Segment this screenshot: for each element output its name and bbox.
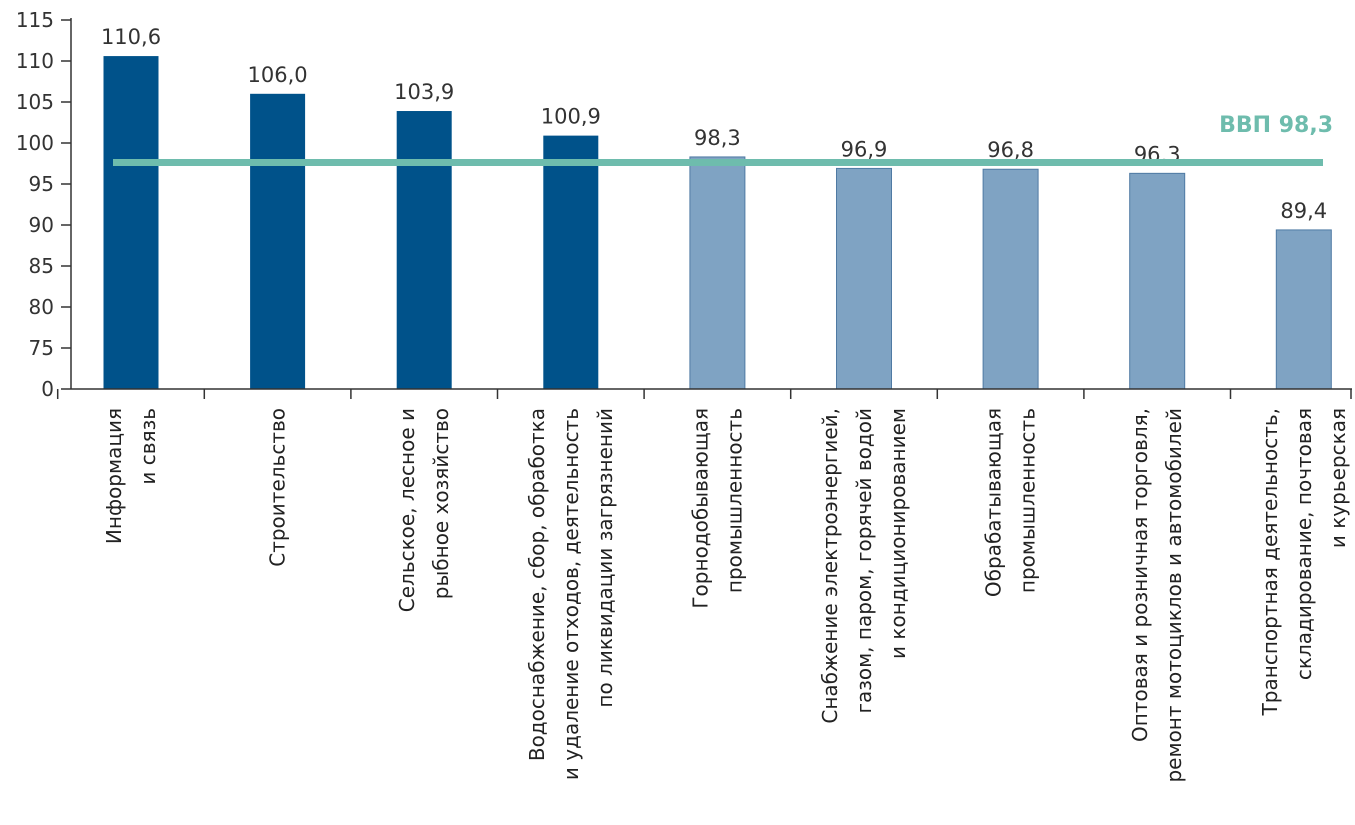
x-category-label: Оптовая и розничная торговля, ремонт мото… — [1128, 408, 1186, 783]
y-tick-label: 95 — [29, 172, 54, 196]
data-label: 106,0 — [248, 63, 308, 87]
bar — [1129, 172, 1186, 390]
bar — [103, 56, 159, 389]
x-category-label-line: рыбное хозяйство — [429, 408, 453, 599]
category-labels: Информация и связь Строительство Сельское, … — [102, 408, 1350, 783]
bar — [836, 167, 892, 390]
y-tick-label: 105 — [16, 90, 54, 114]
x-category-label-line: Водоснабжение, сбор, обработка — [525, 408, 549, 761]
y-tick-label: 80 — [29, 295, 54, 319]
bar — [689, 156, 746, 390]
y-tick-label: 75 — [29, 336, 54, 360]
bar — [250, 93, 306, 390]
x-category-label-line: и кондиционированием — [886, 408, 910, 659]
y-tick-label: 90 — [29, 213, 54, 237]
x-category-label: Сельское, лесное и рыбное хозяйство — [395, 408, 453, 612]
x-category-label-line: и удаление отходов, деятельность — [559, 408, 583, 780]
y-tick-label: 115 — [16, 8, 54, 32]
x-category-label-line: Оптовая и розничная торговля, — [1128, 408, 1152, 742]
bar — [396, 111, 452, 390]
data-label: 96,8 — [987, 138, 1034, 162]
bar — [982, 168, 1039, 390]
x-category-label-line: промышленность — [1016, 408, 1040, 593]
x-category-label-line: газом, паром, горячей водой — [852, 408, 876, 714]
x-category-label: Строительство — [266, 408, 290, 567]
y-tick-label: 85 — [29, 254, 54, 278]
x-category-label-line: по ликвидации загрязнений — [593, 408, 617, 708]
gdp-reference: ВВП 98,3 — [113, 113, 1333, 166]
y-tick-label: 110 — [16, 49, 54, 73]
x-category-label-line: ремонт мотоциклов и автомобилей — [1162, 408, 1186, 783]
x-category-label: Водоснабжение, сбор, обработка и удаление… — [525, 408, 617, 780]
x-category-label-line: Обрабатывающая — [982, 408, 1006, 597]
x-category-label: Обрабатывающая промышленность — [982, 408, 1040, 597]
x-axis — [56, 388, 1352, 399]
x-category-label-line: и связь — [136, 408, 160, 485]
data-label: 98,3 — [694, 126, 741, 150]
x-category-label-line: Горнодобывающая — [688, 408, 712, 609]
data-label: 100,9 — [541, 105, 601, 129]
x-category-label-line: Информация — [102, 408, 126, 544]
x-category-label: Транспортная деятельность, складирование,… — [1258, 408, 1350, 716]
gdp-reference-label: ВВП 98,3 — [1219, 113, 1333, 138]
y-tick-label: 100 — [16, 131, 54, 155]
x-category-label-line: Сельское, лесное и — [395, 408, 419, 612]
x-category-label-line: и курьерская — [1326, 408, 1350, 548]
bar — [543, 135, 599, 389]
x-category-label-line: Строительство — [266, 408, 290, 567]
x-category-label: Горнодобывающая промышленность — [688, 408, 746, 609]
x-category-label: Снабжение электроэнергией, газом, паром, … — [818, 408, 910, 724]
x-category-label-line: промышленность — [722, 408, 746, 593]
bar — [1275, 229, 1332, 390]
data-label: 103,9 — [394, 80, 454, 104]
x-category-label-line: Транспортная деятельность, — [1258, 408, 1282, 716]
data-label: 110,6 — [101, 25, 161, 49]
y-axis: 0 75 80 85 90 95 100 105 110 115 — [16, 8, 72, 401]
y-tick-label: 0 — [41, 377, 54, 401]
x-category-label-line: складирование, почтовая — [1292, 408, 1316, 680]
data-label: 96,9 — [841, 137, 888, 161]
x-category-label: Информация и связь — [102, 408, 160, 544]
x-category-label-line: Снабжение электроэнергией, — [818, 408, 842, 724]
data-label: 89,4 — [1280, 199, 1327, 223]
